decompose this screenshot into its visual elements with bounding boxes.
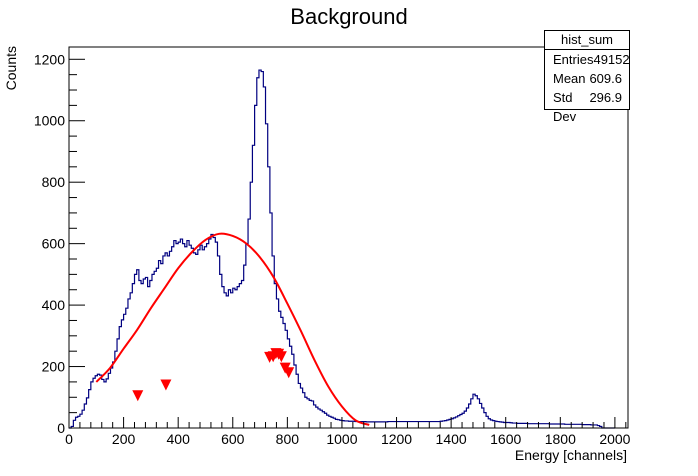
x-tick-label: 400: [167, 431, 191, 447]
axes-layer: 0 200 400 600 800 1000 1200 1400 1600 1800 2000 0 20…: [34, 46, 631, 447]
stats-row-mean: Mean 609.6: [545, 69, 629, 88]
stats-value: 296.9: [589, 90, 622, 105]
stats-label: Entries: [553, 52, 594, 67]
chart-title: Background: [290, 4, 407, 29]
fit-curve: [95, 232, 370, 426]
x-tick-label: 1800: [545, 431, 576, 447]
x-tick-label: 0: [65, 431, 73, 447]
stats-label: Mean: [553, 71, 586, 86]
y-axis-label: Counts: [3, 46, 19, 90]
marker-layer: [132, 348, 295, 402]
y-tick-label: 800: [42, 174, 66, 190]
y-tick-label: 1000: [34, 113, 65, 129]
x-tick-label: 200: [112, 431, 136, 447]
y-tick-label: 400: [42, 297, 66, 313]
x-tick-label: 600: [221, 431, 245, 447]
x-tick-label: 800: [276, 431, 300, 447]
stats-row-entries: Entries 49152: [545, 50, 630, 69]
peak-marker: [275, 351, 287, 363]
stats-box-title: hist_sum: [545, 31, 629, 50]
plot-frame: [68, 46, 629, 429]
x-tick-label: 1000: [326, 431, 357, 447]
x-tick-label: 1200: [381, 431, 412, 447]
stats-box: hist_sum Entries 49152 Mean 609.6 Std De…: [544, 30, 630, 124]
stats-value: 49152: [593, 52, 630, 67]
x-tick-label: 1600: [490, 431, 521, 447]
peak-marker: [160, 379, 172, 391]
y-tick-label: 200: [42, 359, 66, 375]
histogram-layer: [69, 69, 615, 429]
x-tick-label: 1400: [436, 431, 467, 447]
stats-row-stddev: Std Dev 296.9: [545, 88, 629, 124]
fit-layer: [95, 232, 370, 426]
stats-value: 609.6: [589, 71, 622, 86]
x-axis-label: Energy [channels]: [515, 447, 627, 463]
peak-marker: [283, 367, 295, 379]
y-tick-label: 600: [42, 236, 66, 252]
y-tick-label: 1200: [34, 51, 65, 67]
peak-marker: [132, 390, 144, 402]
histogram-line: [69, 69, 615, 429]
y-tick-label: 0: [57, 420, 65, 436]
x-tick-label: 2000: [599, 431, 630, 447]
stats-label: Std Dev: [553, 90, 577, 124]
